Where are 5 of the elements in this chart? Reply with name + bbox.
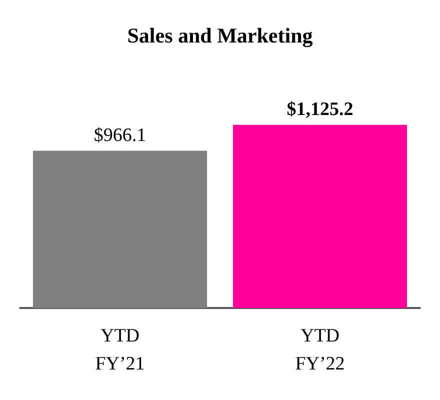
- data-label: $1,125.2: [286, 98, 354, 120]
- x-tick-label: YTD FY’22: [295, 326, 345, 374]
- x-tick-label: YTD FY’21: [95, 326, 145, 374]
- chart-title: Sales and Marketing: [127, 24, 314, 48]
- data-label: $966.1: [94, 124, 146, 146]
